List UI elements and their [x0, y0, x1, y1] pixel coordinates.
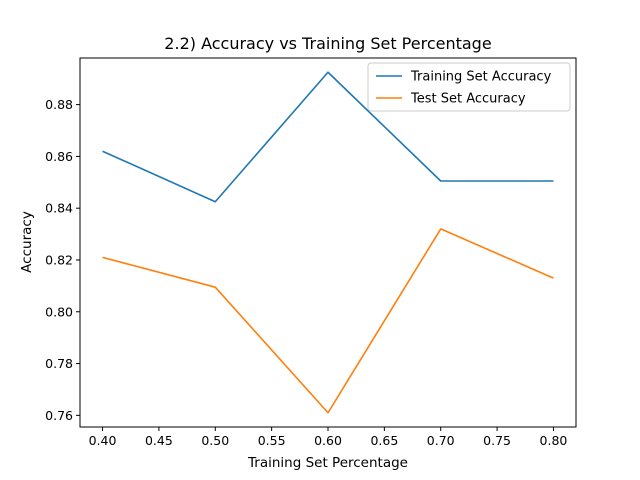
- y-tick-label: 0.78: [45, 356, 73, 371]
- x-tick-label: 0.70: [427, 433, 455, 448]
- x-tick-label: 0.50: [201, 433, 229, 448]
- y-tick-label: 0.84: [45, 201, 73, 216]
- y-tick-label: 0.86: [45, 149, 73, 164]
- y-tick-label: 0.88: [45, 97, 73, 112]
- y-axis-label: Accuracy: [19, 211, 35, 273]
- legend-box: [367, 62, 571, 112]
- plot-area: [102, 71, 554, 414]
- x-tick-label: 0.80: [540, 433, 568, 448]
- x-tick-label: 0.55: [258, 433, 286, 448]
- x-axis: 0.40 0.45 0.50 0.55 0.60 0.65 0.70 0.75 0.80: [89, 427, 568, 448]
- x-tick-label: 0.75: [483, 433, 511, 448]
- x-axis-label: Training Set Percentage: [247, 455, 408, 471]
- y-axis: 0.76 0.78 0.80 0.82 0.84 0.86 0.88: [45, 97, 80, 423]
- series-line-2: [102, 228, 554, 414]
- series-line-1: [102, 71, 554, 203]
- legend-label: Test Set Accuracy: [410, 92, 526, 107]
- legend: Training Set Accuracy Test Set Accuracy: [367, 62, 571, 112]
- x-tick-label: 0.40: [89, 433, 117, 448]
- x-tick-label: 0.65: [370, 433, 398, 448]
- x-tick-label: 0.45: [145, 433, 173, 448]
- y-tick-label: 0.80: [45, 304, 73, 319]
- y-tick-label: 0.82: [45, 252, 73, 267]
- chart-title: 2.2) Accuracy vs Training Set Percentage: [164, 34, 491, 53]
- legend-label: Training Set Accuracy: [410, 70, 552, 85]
- x-tick-label: 0.60: [314, 433, 342, 448]
- y-tick-label: 0.76: [45, 408, 73, 423]
